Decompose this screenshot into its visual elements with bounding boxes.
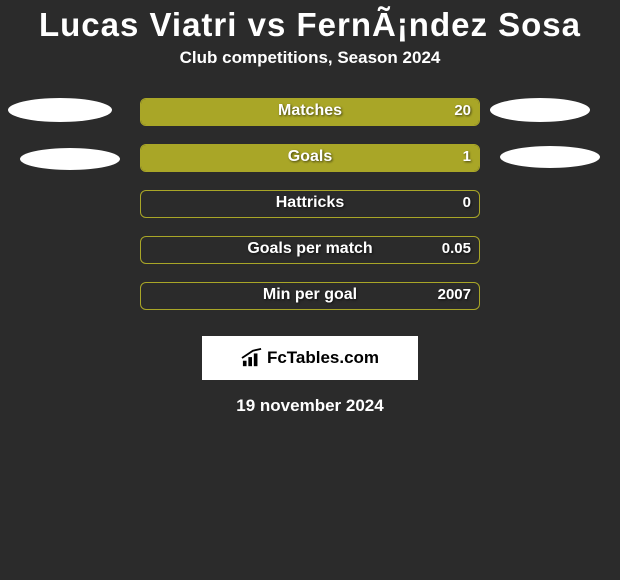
- stat-row: Matches20: [0, 98, 620, 144]
- stats-rows: Matches20 Goals1 Hattricks0 Goals per match…: [0, 98, 620, 328]
- stat-label: Goals per match: [141, 240, 479, 258]
- stat-bar: Matches20: [140, 98, 480, 126]
- logo-text: FcTables.com: [267, 348, 379, 368]
- stat-bar: Hattricks0: [140, 190, 480, 218]
- stat-row: Min per goal2007: [0, 282, 620, 328]
- stat-bar: Min per goal2007: [140, 282, 480, 310]
- stat-row: Goals per match0.05: [0, 236, 620, 282]
- stat-bar-fill: [141, 99, 479, 125]
- stat-value: 0.05: [442, 240, 471, 257]
- stat-value: 0: [463, 194, 471, 211]
- logo-box: FcTables.com: [202, 336, 418, 380]
- page-subtitle: Club competitions, Season 2024: [0, 48, 620, 98]
- bar-chart-icon: [241, 348, 263, 368]
- page-title: Lucas Viatri vs FernÃ¡ndez Sosa: [0, 0, 620, 48]
- comparison-card: Lucas Viatri vs FernÃ¡ndez Sosa Club com…: [0, 0, 620, 416]
- stat-bar: Goals1: [140, 144, 480, 172]
- stat-value: 2007: [438, 286, 471, 303]
- stat-bar-fill: [141, 145, 479, 171]
- stat-row: Goals1: [0, 144, 620, 190]
- date-label: 19 november 2024: [0, 396, 620, 416]
- stat-bar: Goals per match0.05: [140, 236, 480, 264]
- stat-row: Hattricks0: [0, 190, 620, 236]
- stat-label: Hattricks: [141, 194, 479, 212]
- stat-label: Min per goal: [141, 286, 479, 304]
